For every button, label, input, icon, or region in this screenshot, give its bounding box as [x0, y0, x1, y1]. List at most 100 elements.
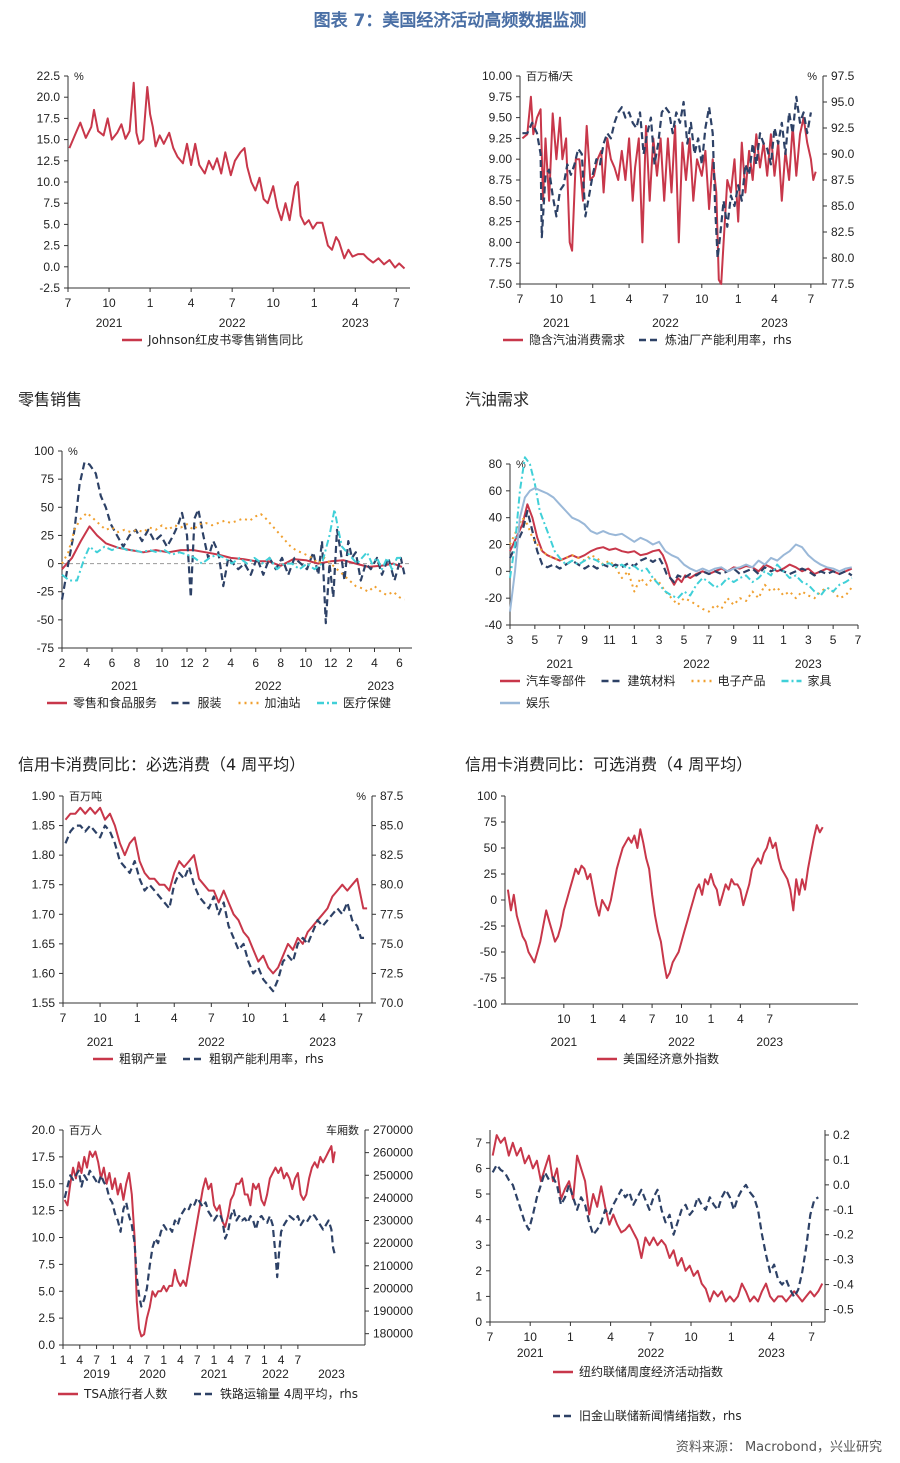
y-tick-label: -25 [480, 919, 498, 933]
x-tick-label: 1 [735, 292, 742, 306]
x-tick-label: 7 [208, 1011, 215, 1025]
x-tick-label: 6 [252, 656, 259, 670]
year-label: 2023 [756, 1035, 783, 1049]
x-tick-label: 1 [110, 1353, 117, 1367]
y-tick-label: 5.0 [38, 1284, 55, 1298]
x-tick-label: 10 [675, 1012, 689, 1026]
legend-label: 零售和食品服务 [73, 695, 157, 710]
y2-tick-label: 250000 [373, 1168, 413, 1182]
x-tick-label: 2 [59, 656, 66, 670]
legend-label: 粗钢产能利用率，rhs [209, 1051, 324, 1066]
y-tick-label: -40 [485, 618, 503, 632]
year-label: 2021 [543, 316, 570, 330]
y-tick-label: -50 [480, 945, 498, 959]
x-tick-label: 3 [805, 633, 812, 647]
y-tick-label: 40 [489, 511, 503, 525]
source-note: 资料来源： Macrobond，兴业研究 [675, 1440, 882, 1455]
x-tick-label: 10 [242, 1011, 256, 1025]
y-tick-label: 2 [475, 1264, 482, 1278]
y2-unit-label: 车厢数 [326, 1123, 359, 1137]
y-tick-label: 7.5 [38, 1257, 55, 1271]
x-tick-label: 7 [487, 1330, 494, 1344]
legend-label: 汽车零部件 [526, 673, 586, 688]
y-tick-label: 4 [475, 1213, 482, 1227]
chart-c2: 7.50 7.75 8.00 8.25 8.50 8.75 9.00 9.25 9.50 9.75… [482, 69, 855, 347]
y-tick-label: 7 [475, 1136, 482, 1150]
x-tick-label: 7 [244, 1353, 251, 1367]
y-tick-label: 10.00 [482, 69, 512, 83]
x-tick-label: 7 [808, 292, 815, 306]
legend-label: 粗钢产量 [119, 1052, 167, 1066]
series-line [509, 516, 853, 613]
y2-tick-label: 190000 [373, 1304, 413, 1318]
y-tick-label: -2.5 [39, 281, 60, 295]
series-line [509, 456, 853, 600]
y-tick-label: 0 [475, 1315, 482, 1329]
y-tick-label: 0 [47, 557, 54, 571]
y2-tick-label: 75.0 [380, 937, 404, 951]
x-tick-label: 1 [261, 1353, 268, 1367]
x-tick-label: 1 [60, 1353, 67, 1367]
y-tick-label: 25 [484, 867, 498, 881]
x-tick-label: 6 [109, 656, 116, 670]
y2-tick-label: -0.3 [833, 1253, 854, 1267]
x-tick-label: 1 [160, 1353, 167, 1367]
y-tick-label: 50 [484, 841, 498, 855]
x-tick-label: 3 [507, 633, 514, 647]
y-tick-label: -20 [485, 591, 503, 605]
chart-c7: 0.0 2.5 5.0 7.5 10.0 12.5 15.0 17.5 20.0 百万人 18000… [32, 1123, 414, 1401]
x-tick-label: 10 [695, 292, 709, 306]
y-tick-label: 1.60 [32, 966, 56, 980]
year-label: 2023 [309, 1035, 336, 1049]
y2-tick-label: 220000 [373, 1236, 413, 1250]
x-tick-label: 1 [590, 1012, 597, 1026]
x-tick-label: 1 [282, 1011, 289, 1025]
legend-label: 炼油厂产能利用率，rhs [665, 332, 792, 347]
legend-label: 建筑材料 [628, 673, 676, 688]
x-tick-label: 7 [808, 1330, 815, 1344]
x-tick-label: 11 [752, 633, 765, 647]
y-tick-label: 8.75 [489, 173, 513, 187]
x-tick-label: 7 [60, 1011, 67, 1025]
x-tick-label: 7 [766, 1012, 773, 1026]
year-label: 2021 [550, 1035, 577, 1049]
y-tick-label: -75 [480, 971, 498, 985]
legend-label: 旧金山联储新闻情绪指数，rhs [579, 1408, 742, 1423]
y2-tick-label: 270000 [373, 1123, 413, 1137]
y-tick-label: 9.25 [489, 131, 513, 145]
x-tick-label: 4 [188, 296, 195, 310]
series-line [522, 95, 812, 260]
y-tick-label: 75 [41, 472, 55, 486]
y-tick-label: 75 [484, 815, 498, 829]
y2-tick-label: 95.0 [831, 95, 855, 109]
x-tick-label: 7 [356, 1011, 363, 1025]
y-tick-label: 12.5 [37, 154, 61, 168]
y2-tick-label: 77.5 [380, 907, 404, 921]
series-line [491, 1134, 824, 1303]
y-unit-label: % [74, 71, 84, 83]
x-tick-label: 5 [830, 633, 837, 647]
year-label: 2023 [367, 679, 394, 693]
x-tick-label: 12 [324, 656, 338, 670]
y-tick-label: 10.0 [37, 175, 61, 189]
y2-tick-label: 97.5 [831, 69, 855, 83]
x-tick-label: 4 [278, 1353, 285, 1367]
y-tick-label: 7.5 [43, 196, 60, 210]
x-tick-label: 2 [202, 656, 209, 670]
y2-unit-label: % [807, 71, 817, 83]
series-line [491, 1163, 819, 1299]
y-tick-label: 17.5 [32, 1150, 56, 1164]
series-line [63, 1145, 336, 1338]
legend-label: 铁路运输量 4周平均，rhs [220, 1386, 358, 1401]
y-tick-label: 100 [477, 789, 497, 803]
y-tick-label: -50 [37, 613, 55, 627]
y-unit-label: 百万人 [69, 1124, 102, 1137]
year-label: 2021 [201, 1367, 228, 1381]
x-tick-label: 4 [84, 656, 91, 670]
y-tick-label: 8.50 [489, 194, 513, 208]
series-line [64, 806, 368, 975]
chart-c6: -100 -75 -50 -25 0 25 50 75 100 10 1 4 7 10 1 4 7 2021 202… [473, 789, 858, 1066]
x-tick-label: 10 [550, 292, 564, 306]
y2-tick-label: 260000 [373, 1146, 413, 1160]
y-tick-label: 12.5 [32, 1204, 56, 1218]
